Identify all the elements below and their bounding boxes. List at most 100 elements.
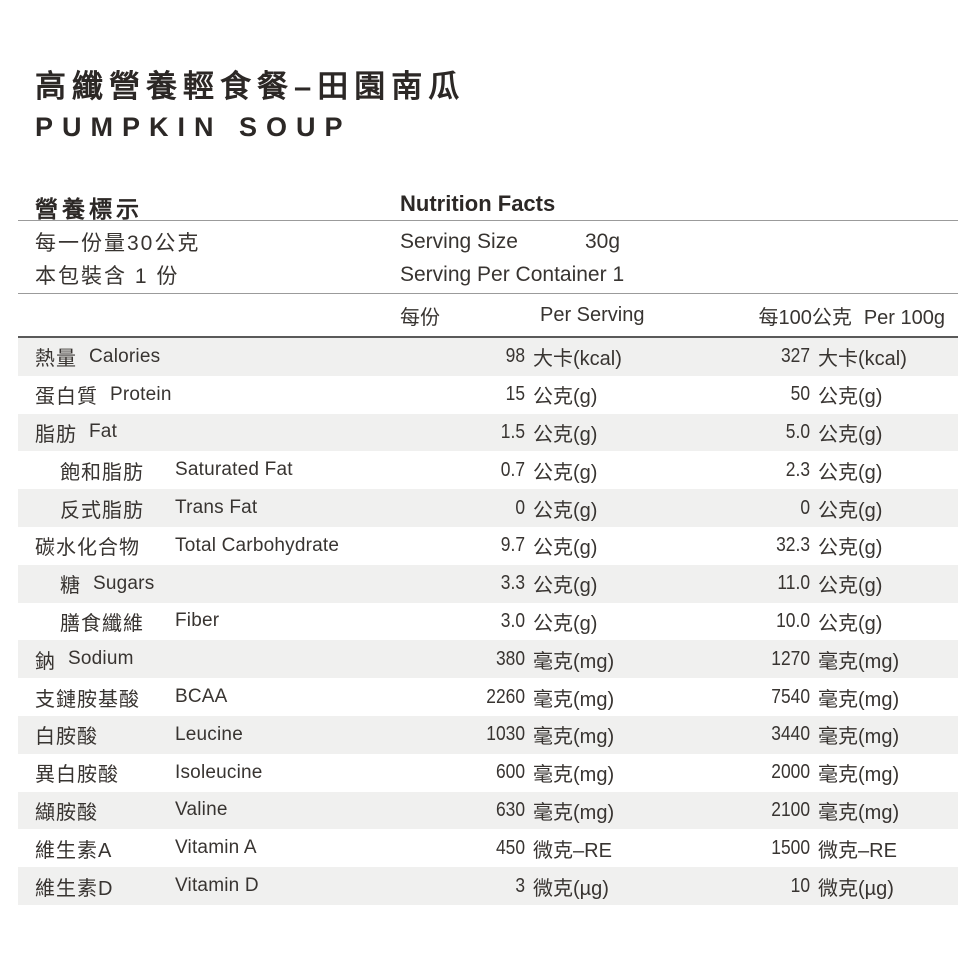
serving-container-en: Serving Per Container 1 [400, 262, 625, 286]
serving-size-en: Serving Size [400, 229, 518, 253]
serving-info: 每一份量30公克 Serving Size 30g 本包裝含 1 份 Servi… [0, 221, 980, 293]
per-serving-value: 600 [495, 761, 525, 784]
nutrient-name-en: Trans Fat [175, 497, 258, 519]
nutrient-name-zh: 維生素A [35, 839, 113, 862]
nutrient-name-zh: 支鏈胺基酸 [35, 688, 140, 711]
nutrient-name-zh: 反式脂肪 [60, 499, 144, 522]
per-serving-value: 0 [515, 496, 525, 519]
nutrient-name-en: Vitamin A [175, 837, 257, 859]
table-row: 維生素A Vitamin A 450 微克–RE 1500 微克–RE [18, 829, 958, 867]
table-row: 白胺酸 Leucine 1030 毫克(mg) 3440 毫克(mg) [18, 715, 958, 754]
table-row: 異白胺酸 Isoleucine 600 毫克(mg) 2000 毫克(mg) [18, 754, 958, 792]
column-header-per-serving-zh: 每份 [400, 306, 440, 329]
nutrient-name-zh: 糖 [60, 575, 81, 598]
per-100g-unit: 公克(g) [818, 423, 883, 446]
per-100g-value: 327 [780, 345, 810, 368]
nutrient-name-en: Sodium [68, 648, 134, 670]
nutrient-name-en: Fiber [175, 610, 220, 632]
nutrient-name-en: Total Carbohydrate [175, 534, 340, 556]
nutrient-name-en: Isoleucine [175, 761, 263, 783]
per-serving-unit: 公克(g) [533, 612, 598, 635]
per-serving-value: 450 [495, 836, 525, 859]
nutrient-name-zh: 膳食纖維 [60, 612, 144, 635]
nutrient-name-cell: 維生素A Vitamin A [18, 829, 375, 867]
per-serving-value: 1030 [486, 723, 525, 746]
nutrient-name-cell: 熱量 Calories [18, 338, 375, 376]
nutrient-name-en: Leucine [175, 723, 243, 745]
per-serving-unit: 公克(g) [533, 537, 598, 560]
nutrient-name-cell: 膳食纖維 Fiber [18, 603, 375, 641]
per-serving-unit: 公克(g) [533, 499, 598, 522]
divider-thick [18, 336, 958, 338]
per-serving-value: 15 [505, 383, 525, 406]
nutrient-name-cell: 蛋白質 Protein [18, 376, 375, 414]
divider-top [18, 220, 958, 221]
per-serving-unit: 毫克(mg) [533, 726, 615, 749]
nutrient-name-en: Fat [89, 421, 118, 443]
per-100g-value: 2100 [771, 798, 810, 821]
product-title-zh: 高纖營養輕食餐–田園南瓜 [35, 69, 466, 104]
per-serving-value: 3.3 [500, 572, 525, 595]
per-100g-unit: 公克(g) [818, 499, 883, 522]
per-100g-value: 1270 [771, 647, 810, 670]
nutrient-name-cell: 糖 Sugars [18, 565, 375, 603]
nutrient-name-en: Vitamin D [175, 875, 259, 897]
per-serving-unit: 公克(g) [533, 423, 598, 446]
nutrient-name-en: Protein [110, 383, 172, 405]
nutrient-name-zh: 脂肪 [35, 423, 77, 446]
nutrient-name-cell: 反式脂肪 Trans Fat [18, 489, 375, 527]
per-100g-value: 2.3 [785, 458, 810, 481]
per-serving-value: 2260 [486, 685, 525, 708]
nutrient-name-en: Saturated Fat [175, 459, 293, 481]
serving-size-value: 30g [585, 229, 621, 253]
nutrient-name-cell: 纈胺酸 Valine [18, 792, 375, 830]
nutrient-name-zh: 鈉 [35, 650, 56, 673]
per-100g-unit: 毫克(mg) [818, 764, 900, 787]
per-100g-value: 0 [800, 496, 810, 519]
per-serving-value: 380 [495, 647, 525, 670]
per-100g-unit: 公克(g) [818, 537, 883, 560]
nutrient-name-zh: 異白胺酸 [35, 764, 119, 787]
product-title-en: PUMPKIN SOUP [35, 112, 352, 142]
per-100g-unit: 公克(g) [818, 461, 883, 484]
column-header-per-100g-en: Per 100g [863, 306, 945, 329]
serving-container-zh: 本包裝含 1 份 [35, 264, 180, 288]
nutrient-name-cell: 白胺酸 Leucine [18, 716, 375, 754]
table-row: 碳水化合物 Total Carbohydrate 9.7 公克(g) 32.3 … [18, 527, 958, 565]
table-row: 糖 Sugars 3.3 公克(g) 11.0 公克(g) [18, 564, 958, 603]
table-row: 蛋白質 Protein 15 公克(g) 50 公克(g) [18, 376, 958, 414]
nutrient-name-en: Sugars [93, 572, 155, 594]
per-100g-unit: 毫克(mg) [818, 726, 900, 749]
per-100g-value: 1500 [771, 836, 810, 859]
table-row: 脂肪 Fat 1.5 公克(g) 5.0 公克(g) [18, 413, 958, 452]
column-header-per-100g: 每100公克 Per 100g [678, 301, 958, 330]
per-serving-value: 630 [495, 798, 525, 821]
facts-title-zh: 營養標示 [35, 196, 143, 222]
per-serving-unit: 毫克(mg) [533, 688, 615, 711]
per-serving-unit: 公克(g) [533, 461, 598, 484]
per-100g-value: 5.0 [785, 420, 810, 443]
nutrient-name-cell: 飽和脂肪 Saturated Fat [18, 451, 375, 489]
per-serving-unit: 公克(g) [533, 386, 598, 409]
nutrient-name-zh: 飽和脂肪 [60, 461, 144, 484]
per-100g-unit: 微克(µg) [818, 877, 894, 900]
per-serving-unit: 毫克(mg) [533, 801, 615, 824]
per-serving-unit: 微克(µg) [533, 877, 609, 900]
nutrient-name-cell: 異白胺酸 Isoleucine [18, 754, 375, 792]
serving-size-line: 每一份量30公克 Serving Size 30g [0, 225, 980, 258]
table-row: 維生素D Vitamin D 3 微克(µg) 10 微克(µg) [18, 867, 958, 905]
nutrient-name-en: BCAA [175, 686, 228, 708]
nutrient-name-zh: 維生素D [35, 877, 114, 900]
per-serving-value: 9.7 [500, 534, 525, 557]
nutrient-name-cell: 碳水化合物 Total Carbohydrate [18, 527, 375, 565]
table-row: 熱量 Calories 98 大卡(kcal) 327 大卡(kcal) [18, 338, 958, 376]
column-header-per-serving-en: Per Serving [540, 303, 645, 326]
per-serving-value: 98 [505, 345, 525, 368]
per-serving-unit: 微克–RE [533, 839, 612, 862]
facts-section-header: 營養標示 Nutrition Facts [0, 190, 980, 222]
facts-title-en: Nutrition Facts [400, 191, 556, 216]
per-100g-value: 2000 [771, 761, 810, 784]
nutrient-name-zh: 纈胺酸 [35, 801, 98, 824]
nutrient-name-cell: 鈉 Sodium [18, 640, 375, 678]
